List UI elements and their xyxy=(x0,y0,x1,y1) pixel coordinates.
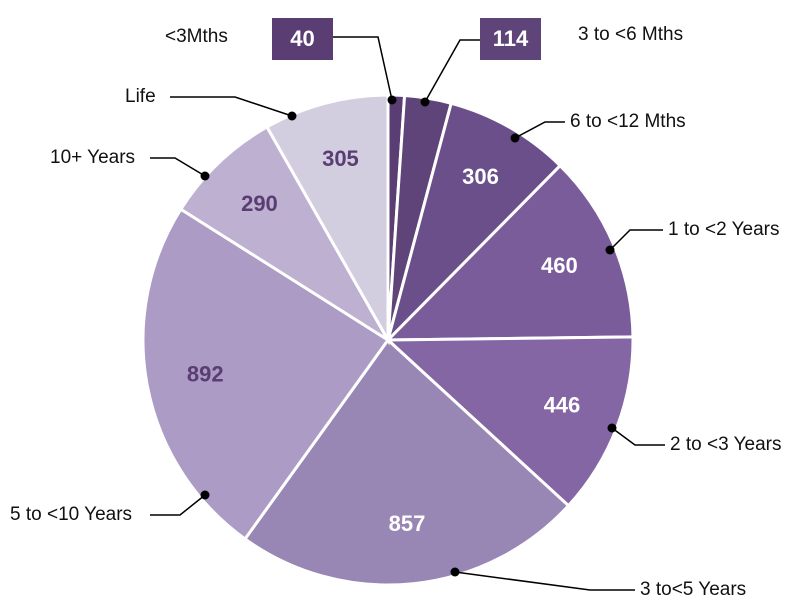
pie-slice xyxy=(385,101,563,346)
leader-dot xyxy=(200,171,210,181)
category-label: 6 to <12 Mths xyxy=(570,111,686,132)
value-label: 306 xyxy=(462,164,499,189)
category-label: Life xyxy=(125,86,156,107)
category-label: <3Mths xyxy=(165,26,228,47)
leader-dot xyxy=(387,95,397,105)
leader-dot xyxy=(510,133,520,143)
value-label: 40 xyxy=(290,26,314,51)
pie-slice xyxy=(264,93,390,346)
leader-line xyxy=(611,427,665,446)
pie-slice xyxy=(178,124,390,342)
leader-dot xyxy=(420,97,430,107)
pie-slice xyxy=(384,163,635,342)
leader-line xyxy=(150,494,206,516)
category-label: 3 to<5 Years xyxy=(640,579,746,600)
leader-dot xyxy=(607,423,617,433)
category-label: 3 to <6 Mths xyxy=(578,24,683,45)
value-label: 446 xyxy=(544,392,581,417)
pie-slice xyxy=(141,207,391,542)
leader-dot xyxy=(450,567,460,577)
leader-line xyxy=(333,36,393,101)
pie-slice xyxy=(384,335,635,508)
value-label: 305 xyxy=(322,146,359,171)
leader-line xyxy=(424,39,480,103)
leader-line xyxy=(609,229,663,251)
value-box xyxy=(480,18,541,60)
value-box xyxy=(272,18,333,60)
pie-slice xyxy=(242,337,571,587)
leader-line xyxy=(454,571,635,591)
value-label: 114 xyxy=(493,26,529,51)
category-label: 5 to <10 Years xyxy=(10,504,132,525)
leader-line xyxy=(514,121,565,139)
leader-dot xyxy=(200,490,210,500)
value-label: 460 xyxy=(541,253,578,278)
value-label: 857 xyxy=(389,511,426,536)
value-label: 892 xyxy=(187,361,224,386)
category-label: 10+ Years xyxy=(50,147,135,168)
category-label: 1 to <2 Years xyxy=(668,219,779,240)
category-label: 2 to <3 Years xyxy=(670,434,781,455)
leader-dot xyxy=(287,111,297,121)
leader-dot xyxy=(605,245,615,255)
leader-line xyxy=(150,157,206,177)
value-label: 290 xyxy=(241,191,278,216)
leader-line xyxy=(170,96,293,117)
